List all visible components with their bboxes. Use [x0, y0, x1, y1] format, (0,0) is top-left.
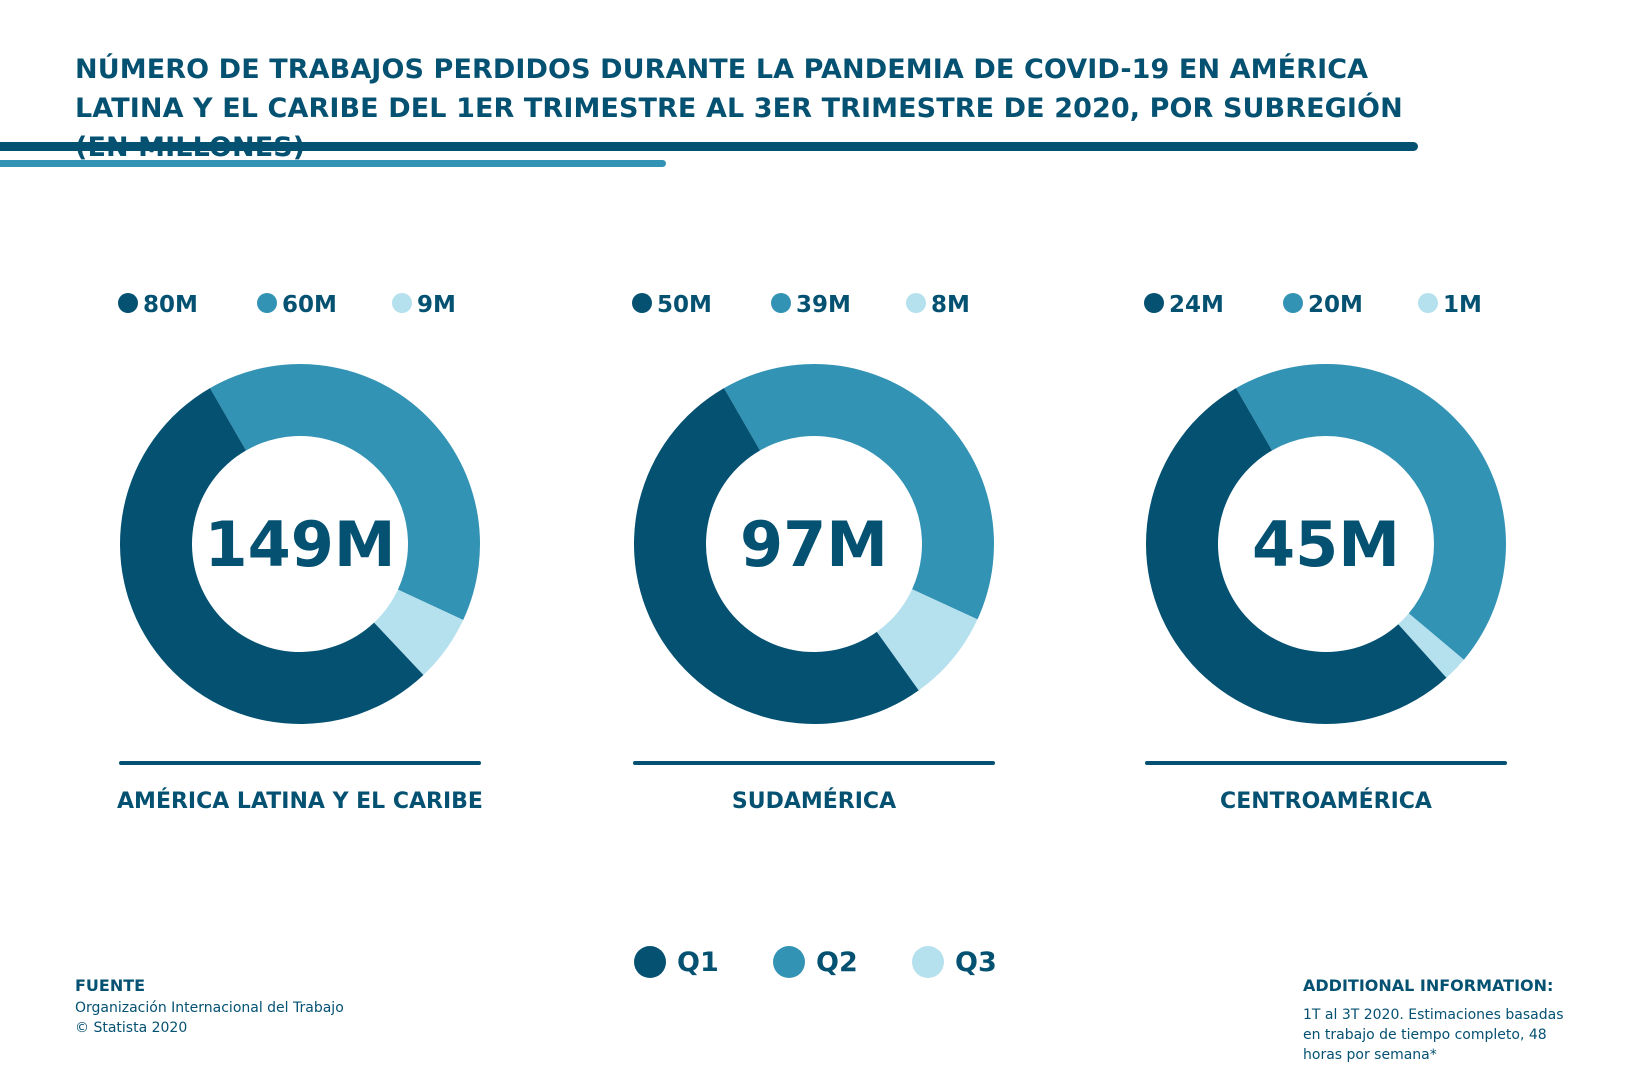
slice-q1 — [1145, 388, 1447, 725]
value-label-q3: 8M — [931, 292, 970, 318]
donut-chart-0: 149M 80M 60M 9M AMÉRICA LATINA Y EL CARIBE — [117, 292, 483, 814]
value-marker-q2 — [1283, 293, 1303, 313]
donut-chart-1: 97M 50M 39M 8M SUDAMÉRICA — [632, 292, 995, 814]
center-total-label: 149M — [204, 508, 395, 581]
value-label-q3: 9M — [417, 292, 456, 318]
legend-marker-q3 — [912, 946, 944, 978]
region-label: AMÉRICA LATINA Y EL CARIBE — [117, 788, 483, 814]
region-label: SUDAMÉRICA — [732, 788, 896, 814]
chart-title: NÚMERO DE TRABAJOS PERDIDOS DURANTE LA P… — [75, 54, 1403, 163]
value-label-q1: 24M — [1169, 292, 1224, 318]
donut-chart-2: 45M 24M 20M 1M CENTROAMÉRICA — [1144, 292, 1507, 814]
additional-info-text: 1T al 3T 2020. Estimaciones basadas en t… — [1303, 1007, 1564, 1063]
center-total-label: 45M — [1252, 508, 1400, 581]
center-total-label: 97M — [740, 508, 888, 581]
value-label-q2: 60M — [282, 292, 337, 318]
region-rule — [119, 761, 481, 765]
value-marker-q2 — [257, 293, 277, 313]
source-line-organization: Organización Internacional del Trabajo — [75, 1000, 344, 1016]
value-marker-q1 — [118, 293, 138, 313]
value-label-q2: 20M — [1308, 292, 1363, 318]
value-label-q1: 80M — [143, 292, 198, 318]
slice-q2 — [210, 364, 480, 620]
value-marker-q1 — [632, 293, 652, 313]
legend-marker-q2 — [773, 946, 805, 978]
value-label-q2: 39M — [796, 292, 851, 318]
slice-q3 — [876, 589, 978, 691]
value-marker-q1 — [1144, 293, 1164, 313]
header-rule-light — [0, 160, 666, 167]
legend-label-q2: Q2 — [816, 947, 858, 978]
value-label-q3: 1M — [1443, 292, 1482, 318]
slice-q3 — [374, 589, 464, 676]
region-rule — [1145, 761, 1507, 765]
legend: Q1 Q2 Q3 — [634, 946, 997, 978]
slice-q2 — [1236, 363, 1506, 660]
legend-marker-q1 — [634, 946, 666, 978]
slice-q1 — [633, 388, 919, 725]
region-rule — [633, 761, 995, 765]
additional-info-heading: ADDITIONAL INFORMATION: — [1303, 976, 1554, 995]
slice-q2 — [724, 364, 995, 620]
legend-label-q3: Q3 — [955, 947, 997, 978]
source-heading: FUENTE — [75, 976, 146, 995]
source-line-copyright: © Statista 2020 — [75, 1020, 188, 1036]
legend-label-q1: Q1 — [677, 947, 719, 978]
value-marker-q3 — [906, 293, 926, 313]
slice-q1 — [119, 388, 424, 725]
region-label: CENTROAMÉRICA — [1220, 788, 1432, 814]
value-marker-q3 — [1418, 293, 1438, 313]
value-marker-q3 — [392, 293, 412, 313]
value-label-q1: 50M — [657, 292, 712, 318]
slice-q3 — [1398, 613, 1464, 678]
header-rule-dark — [0, 142, 1418, 151]
value-marker-q2 — [771, 293, 791, 313]
